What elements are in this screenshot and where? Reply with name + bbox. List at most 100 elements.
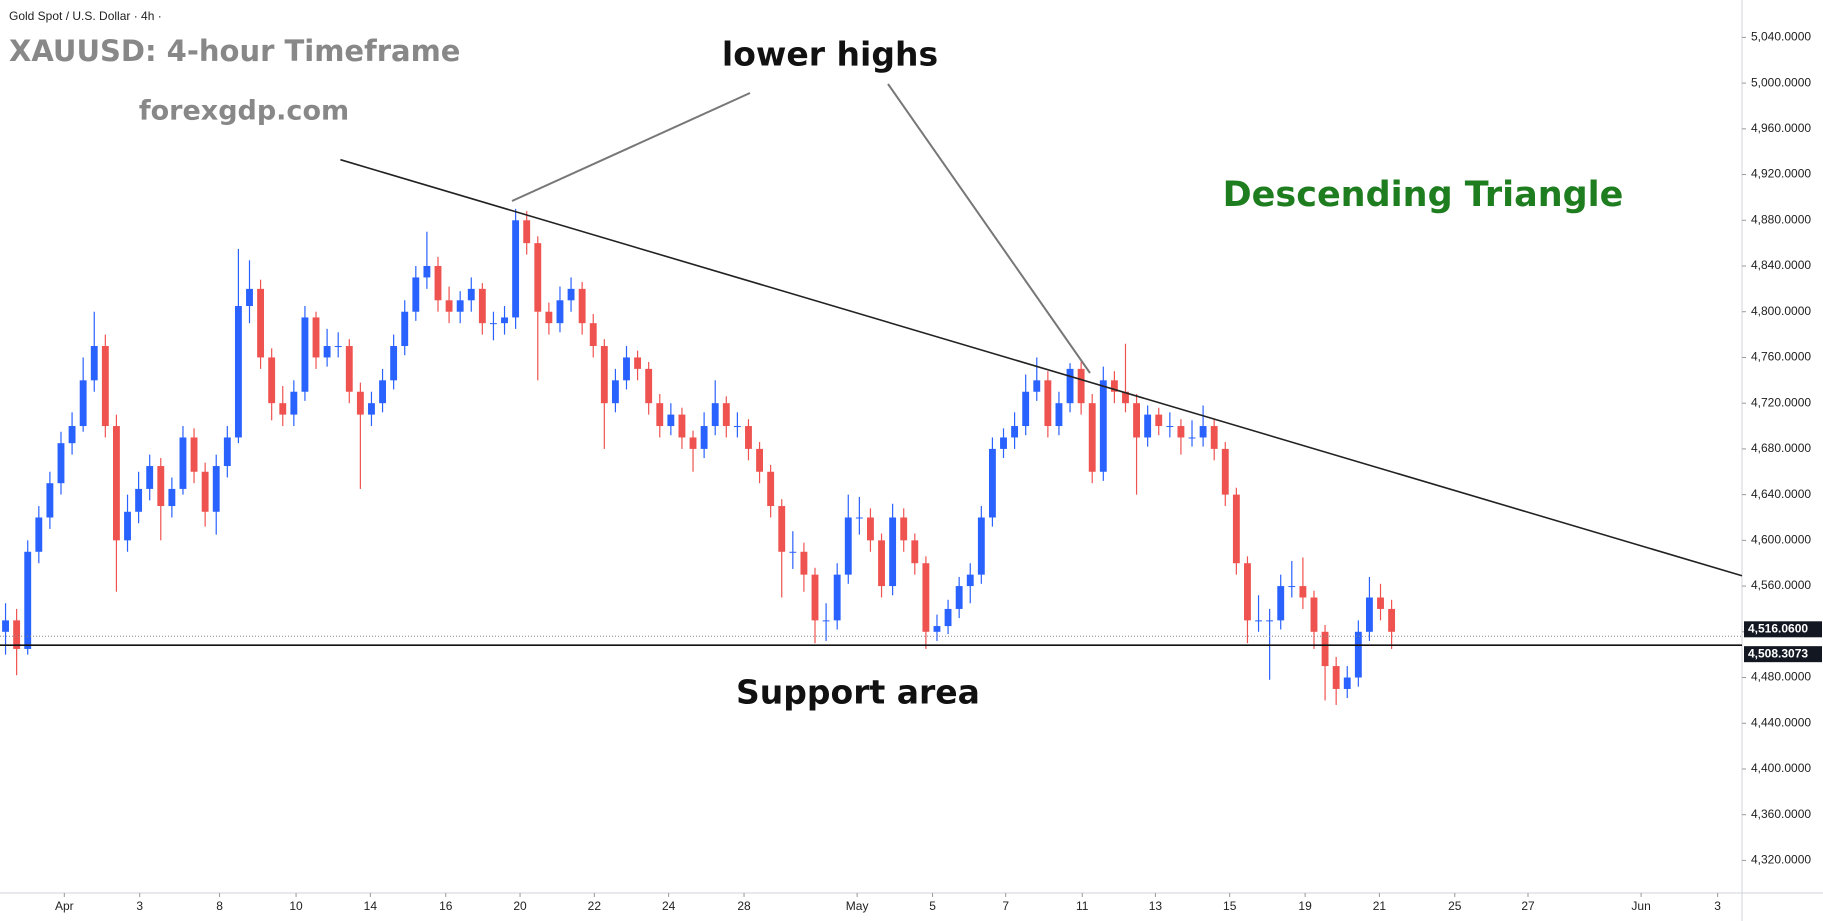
candle-body (467, 288, 475, 301)
candle-body (90, 346, 98, 381)
candle-body (966, 574, 974, 587)
x-tick-label: 7 (1002, 899, 1009, 913)
candle-body (1299, 586, 1307, 598)
candle-body (1266, 620, 1274, 622)
x-tick-label: 24 (662, 899, 676, 913)
candle-body (46, 483, 54, 518)
candle-body (1055, 403, 1063, 427)
candle-body (1177, 426, 1185, 438)
symbol-header: Gold Spot / U.S. Dollar · 4h · (9, 9, 162, 23)
candle-body (456, 300, 464, 312)
y-tick-label: 4,760.0000 (1751, 350, 1811, 364)
y-tick-label: 4,600.0000 (1751, 533, 1811, 547)
candle-body (323, 346, 331, 358)
candle-body (556, 300, 564, 324)
y-tick-label: 4,640.0000 (1751, 487, 1811, 501)
candle-body (822, 620, 830, 622)
candle-body (833, 574, 841, 621)
x-tick-label: 3 (136, 899, 143, 913)
candle-body (1343, 677, 1351, 689)
candle-body (767, 471, 775, 507)
x-tick-label: 14 (364, 899, 378, 913)
candle-body (412, 277, 420, 312)
candle-body (1377, 597, 1384, 609)
candle-body (35, 517, 43, 552)
candle-body (778, 506, 786, 552)
last-price-tag (1744, 621, 1822, 638)
candle-body (434, 266, 442, 301)
candle-body (179, 437, 187, 489)
candle-body (944, 608, 952, 627)
candle-body (1288, 586, 1296, 588)
annotation-arrow (887, 83, 1091, 374)
candle-body (578, 288, 586, 324)
candle-body (667, 414, 675, 427)
candle-body (656, 403, 664, 427)
candle-body (889, 517, 897, 587)
x-tick-label: 13 (1149, 899, 1163, 913)
candle-body (1188, 437, 1196, 439)
candle-body (756, 448, 763, 472)
candle-body (1210, 426, 1218, 449)
candle-body (401, 311, 409, 347)
x-tick-label: 20 (513, 899, 527, 913)
y-tick-label: 4,320.0000 (1751, 853, 1811, 867)
candle-body (611, 380, 619, 404)
y-tick-label: 4,800.0000 (1751, 304, 1811, 318)
candle-body (1099, 380, 1107, 472)
x-tick-label: 5 (929, 899, 936, 913)
candle-body (379, 380, 386, 404)
candle-body (356, 391, 364, 415)
candle-body (623, 357, 630, 381)
candle-body (1388, 608, 1396, 632)
y-tick-label: 4,920.0000 (1751, 167, 1811, 181)
candle-body (844, 517, 852, 575)
annotation: Support area (736, 673, 980, 712)
x-tick-label: 25 (1448, 899, 1462, 913)
candle-body (900, 517, 908, 541)
x-tick-label: 22 (588, 899, 602, 913)
x-tick-label: 15 (1223, 899, 1237, 913)
candle-body (722, 403, 730, 427)
candle-body (1066, 368, 1074, 404)
candle-body (423, 266, 431, 278)
candle-body (279, 403, 287, 415)
candle-body (711, 403, 719, 427)
candle-body (1365, 597, 1373, 632)
y-tick-label: 5,040.0000 (1751, 30, 1811, 44)
candle-body (1022, 391, 1030, 427)
candle-body (800, 551, 808, 575)
candle-body (1199, 426, 1207, 438)
candle-body (246, 288, 253, 307)
candle-body (190, 437, 198, 472)
candle-body (290, 391, 298, 415)
candle-body (600, 346, 608, 404)
candle-body (489, 323, 497, 325)
candle-body (146, 466, 154, 489)
candle-body (1332, 666, 1340, 689)
candle-body (988, 448, 996, 518)
candle-body (1110, 380, 1118, 392)
y-tick-label: 4,360.0000 (1751, 807, 1811, 821)
annotation: Descending Triangle (1223, 175, 1624, 215)
y-tick-label: 4,480.0000 (1751, 670, 1811, 684)
candle-body (234, 306, 242, 438)
candle-body (567, 288, 575, 301)
candle-body (312, 317, 320, 358)
candle-body (1321, 631, 1329, 667)
candle-body (1221, 448, 1229, 495)
x-tick-label: 10 (289, 899, 303, 913)
candle-body (1310, 597, 1318, 632)
x-tick-label: 28 (737, 899, 751, 913)
x-tick-label: May (846, 899, 869, 913)
x-tick-label: 16 (439, 899, 453, 913)
candle-body (811, 574, 819, 621)
trendline (340, 158, 1743, 577)
y-tick-label: 4,680.0000 (1751, 441, 1811, 455)
y-tick-label: 4,880.0000 (1751, 212, 1811, 226)
candle-body (922, 563, 930, 632)
candle-body (79, 380, 87, 427)
x-tick-label: Jun (1631, 899, 1650, 913)
candle-body (168, 488, 176, 507)
